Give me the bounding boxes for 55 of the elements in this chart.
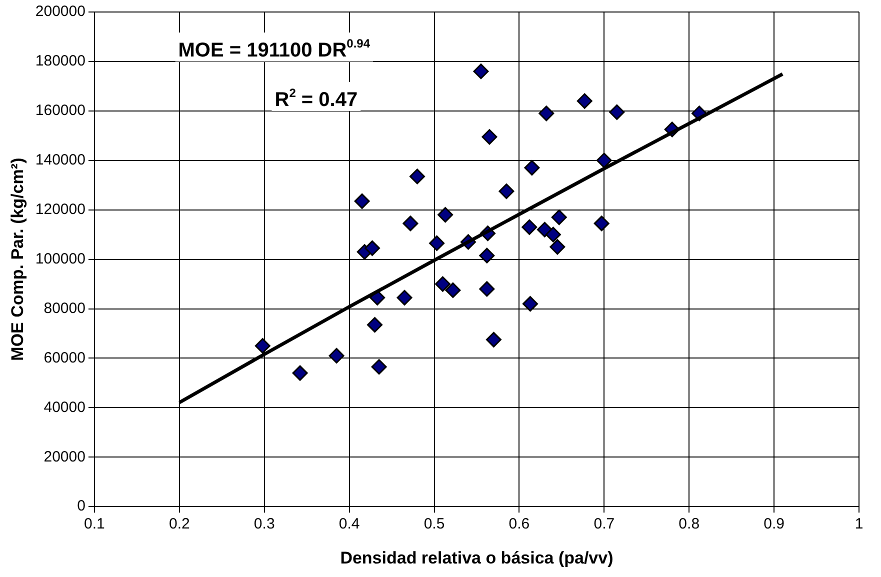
x-tick-label: 1 <box>854 516 864 533</box>
y-tick-label: 120000 <box>35 200 86 218</box>
x-tick-label: 0.6 <box>508 516 530 533</box>
x-tick-label: 0.5 <box>424 516 445 533</box>
point <box>364 240 380 256</box>
x-tick-label: 0.7 <box>594 516 615 533</box>
y-tick-label: 160000 <box>35 102 86 120</box>
point <box>596 152 612 168</box>
point <box>594 216 610 232</box>
y-axis-title: MOE Comp. Par. (kg/cm²) <box>8 158 27 361</box>
point <box>354 193 370 209</box>
point <box>410 168 426 184</box>
point <box>609 104 625 120</box>
point <box>445 282 461 298</box>
x-axis-title: Densidad relativa o básica (pa/vv) <box>340 548 614 568</box>
y-tick-label: 60000 <box>44 349 86 366</box>
point <box>482 129 498 145</box>
point <box>328 348 344 364</box>
point <box>536 222 552 238</box>
point <box>522 219 538 235</box>
x-tick-label: 0.9 <box>764 516 784 533</box>
point <box>473 64 489 80</box>
y-tick-label: 200000 <box>35 3 86 20</box>
point <box>429 235 445 251</box>
x-tick-label: 0.8 <box>678 516 700 533</box>
point <box>524 160 540 176</box>
y-tick-label: 80000 <box>44 300 86 317</box>
x-tick-label: 0.2 <box>168 516 190 533</box>
point <box>486 332 502 348</box>
point <box>479 281 495 297</box>
x-tick-label: 0.1 <box>84 516 105 533</box>
point <box>522 296 538 312</box>
x-tick-label: 0.4 <box>338 516 360 533</box>
point <box>438 207 454 223</box>
point <box>371 359 387 375</box>
point <box>545 226 561 242</box>
y-tick-label: 0 <box>77 498 86 515</box>
point <box>550 239 566 255</box>
point <box>396 290 412 306</box>
point <box>576 93 592 109</box>
point <box>292 365 308 381</box>
point <box>498 184 514 200</box>
y-tick-label: 40000 <box>44 398 86 416</box>
point <box>551 210 567 226</box>
point <box>254 338 270 354</box>
point <box>479 248 495 264</box>
y-tick-label: 100000 <box>35 250 86 268</box>
y-tick-label: 180000 <box>35 52 86 70</box>
point <box>367 317 383 333</box>
y-tick-label: 140000 <box>35 152 86 169</box>
point <box>402 216 418 232</box>
x-tick-label: 0.3 <box>254 516 275 533</box>
point <box>538 106 554 122</box>
y-tick-label: 20000 <box>44 448 86 466</box>
point <box>434 276 450 292</box>
